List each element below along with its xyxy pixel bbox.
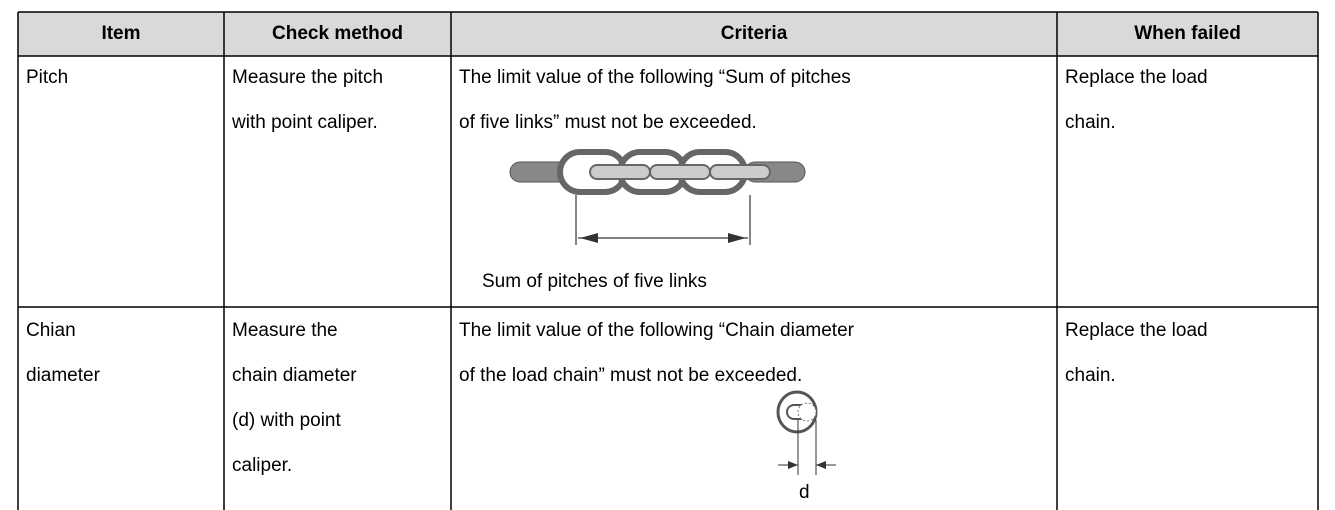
action-line: chain. bbox=[1065, 112, 1116, 133]
method-line: chain diameter bbox=[232, 365, 357, 386]
header-cell: Check method bbox=[272, 23, 403, 44]
criteria-line: The limit value of the following “Chain … bbox=[459, 320, 854, 341]
header-cell: Item bbox=[101, 23, 141, 44]
diameter-figure bbox=[776, 390, 836, 475]
item-line: Chian bbox=[26, 320, 76, 341]
figure-label: d bbox=[799, 482, 810, 503]
method-line: with point caliper. bbox=[232, 112, 378, 133]
header-cell: Criteria bbox=[720, 23, 788, 44]
item-line: Pitch bbox=[26, 67, 69, 88]
criteria-line: The limit value of the following “Sum of… bbox=[459, 67, 851, 88]
action-line: chain. bbox=[1065, 365, 1116, 386]
criteria-line: of five links” must not be exceeded. bbox=[459, 112, 757, 133]
criteria-line: of the load chain” must not be exceeded. bbox=[459, 365, 803, 386]
method-line: Measure the bbox=[232, 320, 338, 341]
action-line: Replace the load bbox=[1065, 320, 1208, 341]
method-line: (d) with point bbox=[232, 410, 341, 431]
method-line: caliper. bbox=[232, 455, 293, 476]
header-cell: When failed bbox=[1134, 23, 1241, 44]
item-line: diameter bbox=[26, 365, 100, 386]
method-line: Measure the pitch bbox=[232, 67, 384, 88]
action-line: Replace the load bbox=[1065, 67, 1208, 88]
figure-caption: Sum of pitches of five links bbox=[482, 271, 707, 292]
chain-figure bbox=[509, 149, 806, 245]
